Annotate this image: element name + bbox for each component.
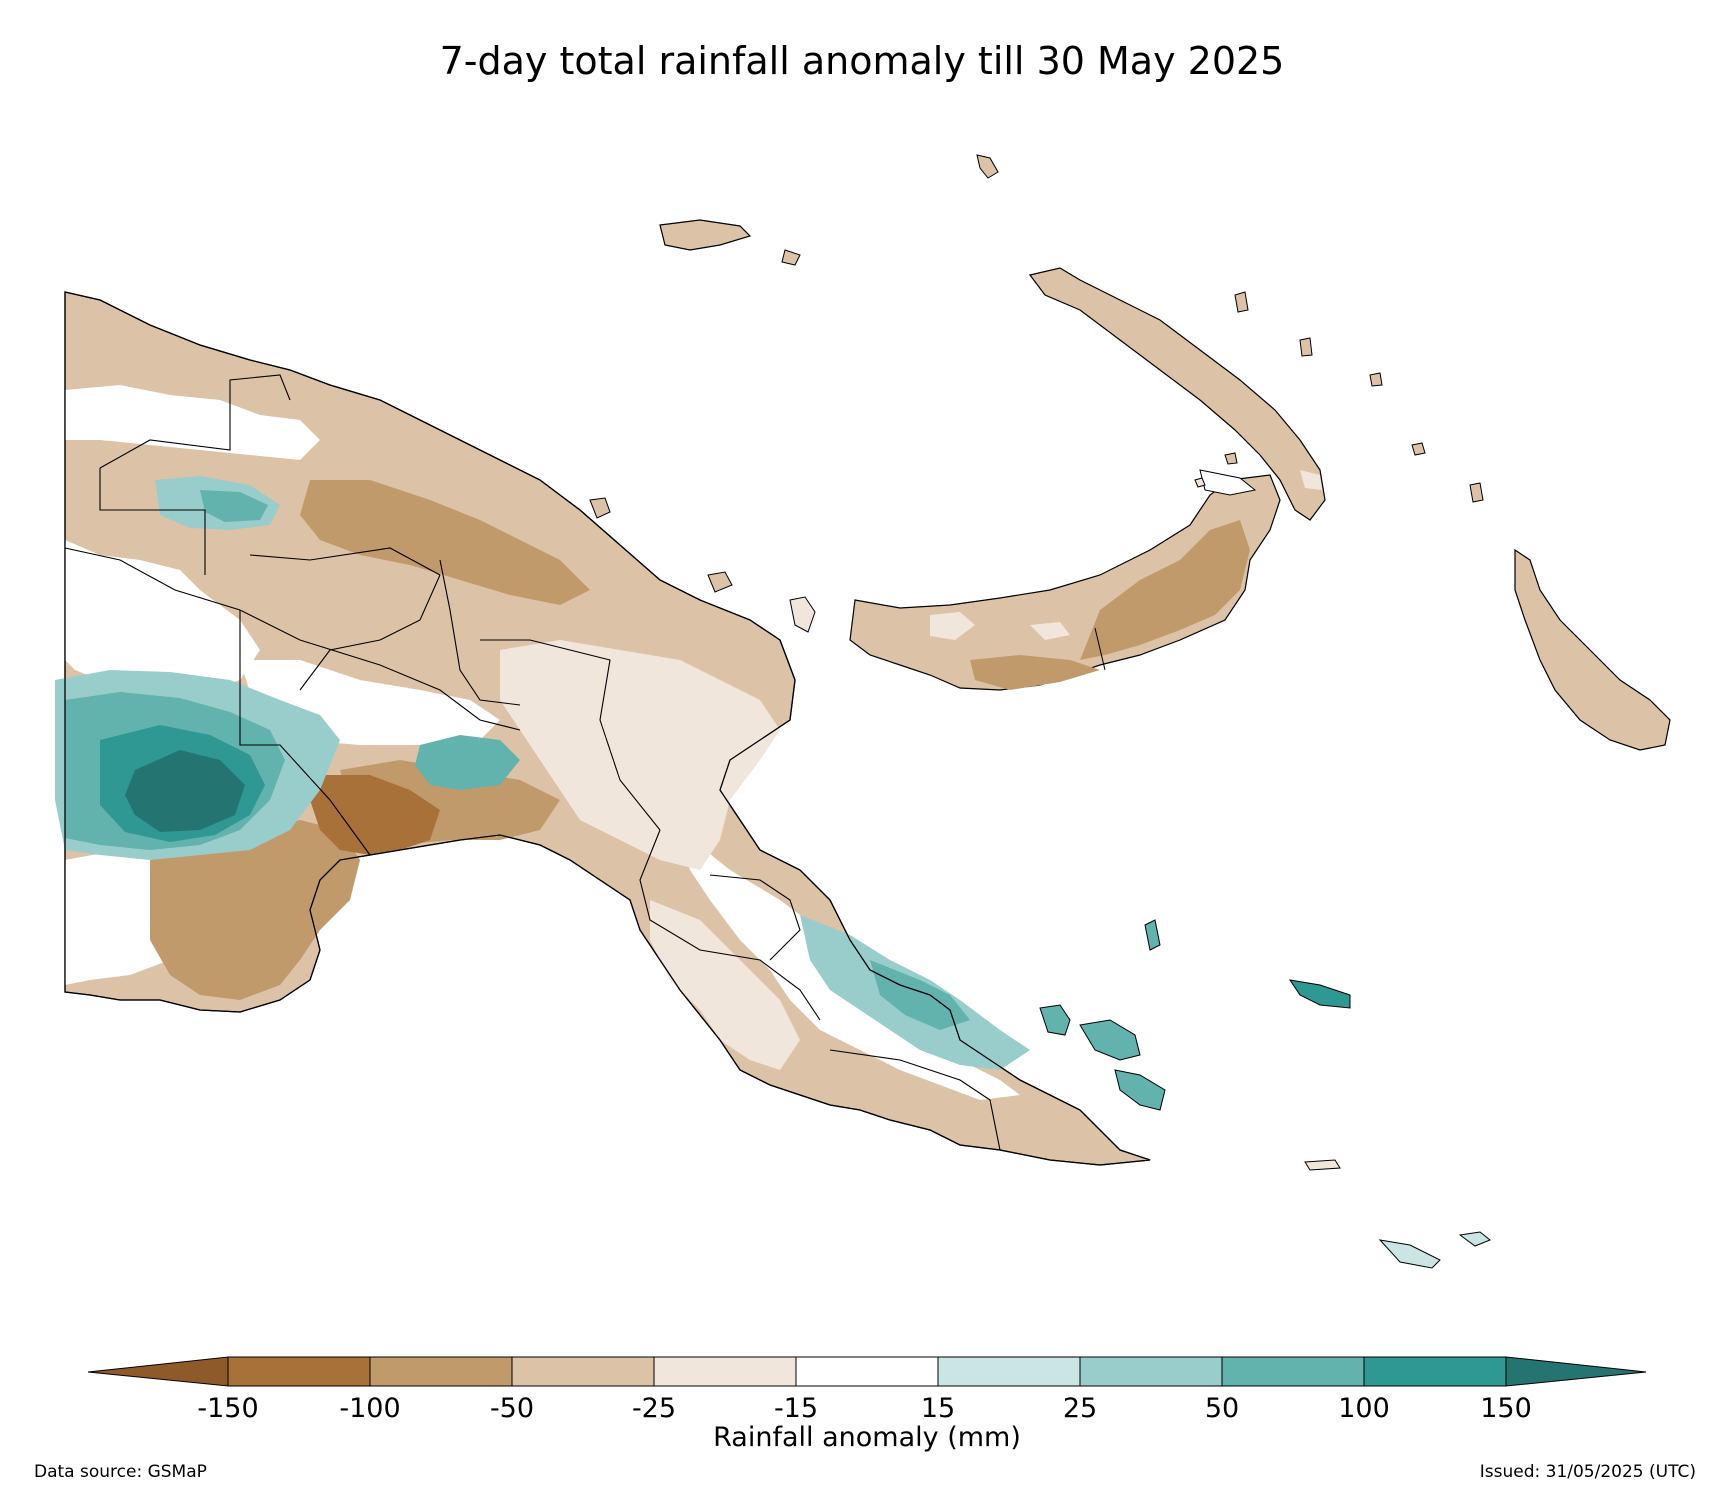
new-britain-light: [930, 612, 975, 640]
map-title: 7-day total rainfall anomaly till 30 May…: [439, 39, 1285, 83]
province-boundaries: [64, 374, 1001, 1151]
colorbar-tick-label: 25: [1063, 1393, 1097, 1424]
mainland-white-west: [65, 540, 260, 700]
mainland-teal-north-inner: [200, 490, 268, 522]
bougainville-base: [1514, 548, 1671, 751]
manus-base: [659, 219, 752, 251]
colorbar-segment-1: [227, 1356, 371, 1387]
mainland-medbrown-north: [300, 480, 590, 605]
colorbar-segment-2: [369, 1356, 513, 1387]
colorbar-segment-7: [1079, 1356, 1223, 1387]
fergusson-island: [1079, 1019, 1141, 1061]
new-britain-medbrown-south: [970, 655, 1100, 690]
new-britain: [849, 469, 1281, 691]
colorbar-axis-label: Rainfall anomaly (mm): [713, 1422, 1021, 1453]
mainland-white-north: [65, 385, 320, 460]
bougainville: [1514, 548, 1671, 751]
misima-island: [1304, 1159, 1341, 1171]
small-islands: [589, 154, 1484, 633]
sudest-island: [1378, 1239, 1441, 1269]
manus-east: [781, 249, 801, 266]
mainland-coastline: [64, 291, 1151, 1166]
new-ireland: [1028, 267, 1326, 521]
new-britain-medbrown: [1080, 520, 1250, 660]
trobriand-islands: [1144, 919, 1161, 951]
normanby-island: [1114, 1069, 1166, 1111]
colorbar-segment-3: [511, 1356, 655, 1387]
colorbar-tick-label: 100: [1338, 1393, 1390, 1424]
colorbar-tick-label: 150: [1480, 1393, 1532, 1424]
colorbar-tick-label: -50: [490, 1393, 534, 1424]
colorbar-tick-label: 50: [1205, 1393, 1239, 1424]
mainland-teal-darkest: [125, 750, 245, 832]
new-ireland-base: [1028, 267, 1326, 521]
manus-island: [659, 219, 801, 266]
mainland-png: [55, 291, 1151, 1166]
mainland-teal-central: [415, 735, 520, 790]
woodlark-island: [1288, 979, 1351, 1009]
colorbar-tick-label: -100: [339, 1393, 400, 1424]
mainland-teal-east-inner: [870, 960, 970, 1030]
rossel-island: [1458, 1231, 1491, 1247]
mainland-lightbrown-east: [500, 640, 780, 870]
issued-date-label: Issued: 31/05/2025 (UTC): [1479, 1462, 1696, 1482]
colorbar-tick-label: -25: [632, 1393, 676, 1424]
mainland-medbrown-south: [150, 820, 360, 1000]
mainland-darkbrown: [310, 775, 440, 855]
new-britain-white: [1199, 469, 1257, 496]
colorbar-tick-label: -150: [197, 1393, 258, 1424]
colorbar-extend-high: [1505, 1356, 1647, 1387]
colorbar-segment-5: [795, 1356, 939, 1387]
goodenough-island: [1039, 1004, 1071, 1036]
colorbar: -150 -100 -50 -25 -15 15 25 50 100 150 R…: [87, 1356, 1647, 1453]
colorbar-segment-9: [1363, 1356, 1507, 1387]
colorbar-segment-8: [1221, 1356, 1365, 1387]
colorbar-segment-6: [937, 1356, 1081, 1387]
data-source-label: Data source: GSMaP: [34, 1462, 207, 1482]
milne-bay-islands: [1039, 919, 1491, 1269]
new-britain-light2: [1030, 622, 1070, 640]
colorbar-tick-label: -15: [774, 1393, 818, 1424]
new-ireland-white: [1300, 470, 1322, 490]
colorbar-extend-low: [87, 1356, 229, 1387]
colorbar-segment-4: [653, 1356, 797, 1387]
colorbar-tick-label: 15: [921, 1393, 955, 1424]
